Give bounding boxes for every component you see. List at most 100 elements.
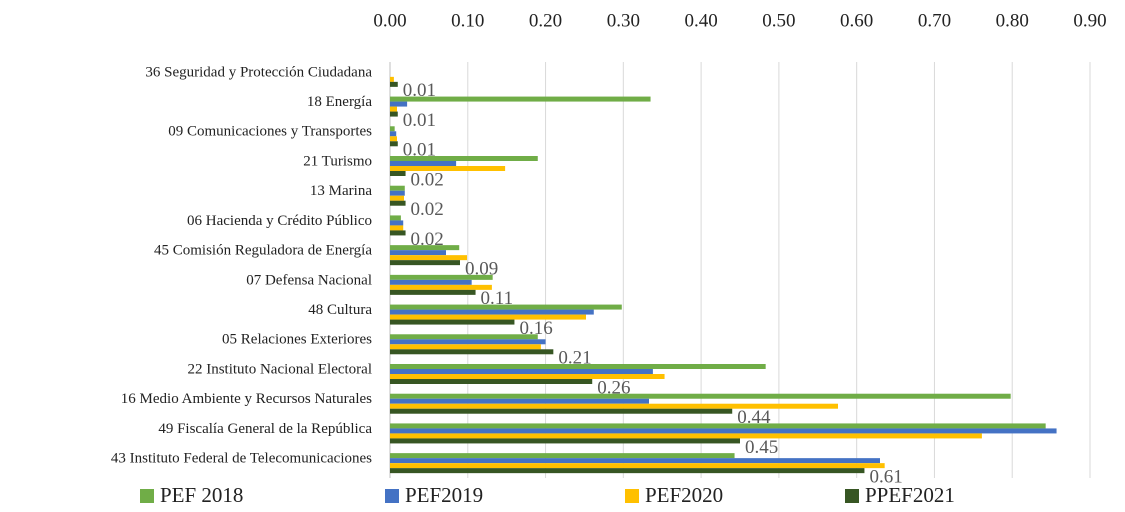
data-label: 0.11 — [481, 288, 514, 309]
bar — [390, 398, 649, 404]
bar — [390, 309, 594, 315]
bar — [390, 438, 740, 444]
category-label: 06 Hacienda y Crédito Público — [187, 213, 372, 229]
bar — [390, 81, 398, 87]
legend-swatch — [625, 489, 639, 503]
bar — [390, 76, 394, 82]
bar — [390, 166, 506, 171]
bar — [390, 369, 653, 374]
bar — [390, 200, 406, 206]
bar — [390, 131, 397, 137]
bar — [390, 458, 880, 464]
data-label: 0.02 — [411, 229, 444, 250]
category-label: 07 Defensa Nacional — [246, 272, 372, 288]
legend-label: PEF2019 — [405, 483, 483, 507]
x-tick-label: 0.90 — [1073, 10, 1106, 31]
bar — [390, 279, 472, 285]
bar — [390, 96, 651, 102]
bar — [390, 215, 401, 221]
bar — [390, 156, 538, 161]
bar — [390, 428, 1057, 434]
bar — [390, 304, 622, 310]
data-label: 0.16 — [519, 318, 552, 339]
category-label: 21 Turismo — [303, 153, 372, 169]
x-tick-label: 0.00 — [373, 10, 406, 31]
bar — [390, 393, 1011, 399]
bar — [390, 408, 733, 414]
x-tick-label: 0.70 — [918, 10, 951, 31]
x-tick-label: 0.60 — [840, 10, 873, 31]
bar — [390, 274, 493, 280]
x-tick-label: 0.50 — [762, 10, 795, 31]
bar — [390, 111, 398, 117]
data-label: 0.26 — [597, 377, 630, 398]
bar — [390, 453, 735, 459]
bar — [390, 433, 982, 439]
category-label: 36 Seguridad y Protección Ciudadana — [145, 64, 372, 80]
data-label: 0.02 — [411, 199, 444, 220]
bar — [390, 101, 408, 107]
bar — [390, 349, 554, 355]
bar — [390, 319, 515, 325]
x-tick-label: 0.20 — [529, 10, 562, 31]
data-label: 0.09 — [465, 259, 498, 280]
category-label: 16 Medio Ambiente y Recursos Naturales — [121, 391, 372, 407]
category-label: 09 Comunicaciones y Transportes — [168, 124, 372, 140]
bar — [390, 161, 457, 166]
category-label: 13 Marina — [310, 183, 372, 199]
bar — [390, 255, 467, 261]
bar — [390, 289, 476, 295]
bar — [390, 314, 586, 320]
legend-swatch — [845, 489, 859, 503]
bar — [390, 190, 405, 196]
data-label: 0.61 — [869, 467, 902, 488]
bar — [390, 403, 838, 409]
bar — [390, 171, 406, 176]
bar — [390, 185, 405, 191]
category-label: 05 Relaciones Exteriores — [222, 332, 372, 348]
legend-label: PEF 2018 — [160, 483, 243, 507]
bar — [390, 136, 397, 142]
bar — [390, 463, 885, 469]
bar — [390, 141, 398, 147]
bar — [390, 220, 404, 226]
bar — [390, 423, 1046, 429]
bar — [390, 245, 460, 251]
bar — [390, 374, 665, 379]
bar — [390, 344, 541, 350]
category-label: 22 Instituto Nacional Electoral — [187, 361, 372, 377]
bar — [390, 250, 446, 256]
data-label: 0.01 — [403, 140, 436, 161]
data-label: 0.44 — [737, 407, 771, 428]
data-label: 0.21 — [558, 348, 591, 369]
bar — [390, 126, 395, 132]
bar — [390, 334, 538, 340]
bar — [390, 230, 406, 236]
bar — [390, 364, 766, 369]
bar — [390, 195, 404, 201]
x-tick-label: 0.30 — [607, 10, 640, 31]
category-label: 18 Energía — [307, 94, 372, 110]
x-tick-label: 0.10 — [451, 10, 484, 31]
data-label: 0.01 — [403, 80, 436, 101]
category-label: 43 Instituto Federal de Telecomunicacion… — [111, 451, 372, 467]
bar — [390, 260, 460, 266]
bar — [390, 106, 397, 112]
legend-label: PEF2020 — [645, 483, 723, 507]
data-label: 0.02 — [411, 169, 444, 190]
bar — [390, 339, 546, 345]
category-label: 45 Comisión Reguladora de Energía — [154, 243, 372, 259]
bar — [390, 468, 865, 474]
bar — [390, 379, 593, 384]
category-label: 48 Cultura — [308, 302, 372, 318]
data-label: 0.45 — [745, 437, 778, 458]
x-tick-label: 0.40 — [684, 10, 717, 31]
bar — [390, 284, 492, 290]
x-tick-label: 0.80 — [996, 10, 1029, 31]
legend-swatch — [140, 489, 154, 503]
bar — [390, 225, 404, 231]
category-label: 49 Fiscalía General de la República — [158, 421, 372, 437]
legend-swatch — [385, 489, 399, 503]
data-label: 0.01 — [403, 110, 436, 131]
